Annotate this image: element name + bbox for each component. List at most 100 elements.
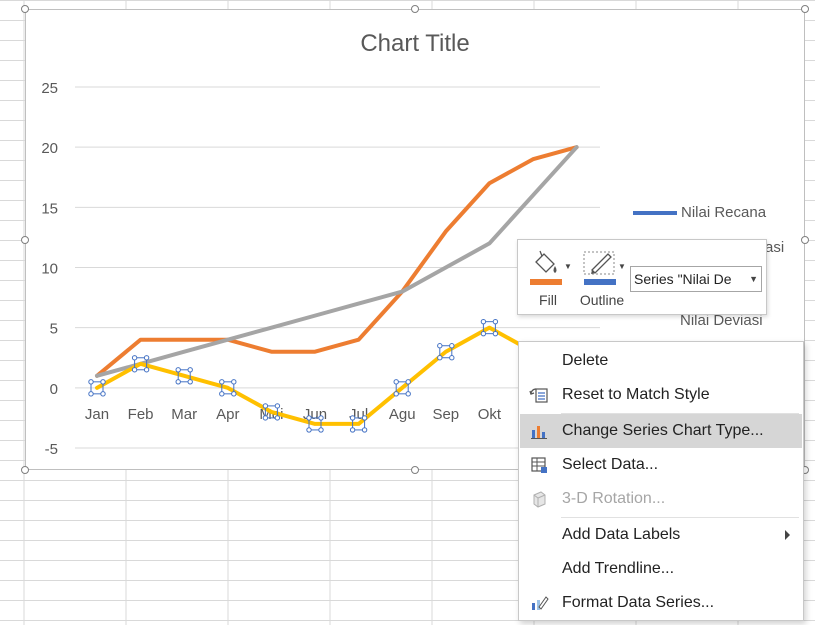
point-handle [187,379,193,385]
point-handle [480,330,487,337]
chart-title[interactable]: Chart Title [360,30,470,57]
y-tick-label: 20 [41,140,58,157]
point-handle [143,367,150,373]
point-handle [306,427,312,433]
chart-handle-top-right[interactable] [801,5,809,13]
legend-entry-partial[interactable]: asi [765,239,784,256]
legend-label: Nilai Deviasi [680,312,763,329]
menu-separator [561,413,799,414]
outline-button[interactable]: ▼ Outline [574,246,630,310]
point-handle [131,355,138,361]
outline-label: Outline [579,292,625,308]
point-handle [361,427,368,433]
point-handle [318,415,324,421]
outline-pen-icon [583,251,615,275]
series-line[interactable] [95,145,579,378]
data-point-marker[interactable] [482,321,496,335]
point-handle [449,343,455,349]
point-handle [231,391,237,397]
legend-entry-nilai-deviasi[interactable]: Nilai Deviasi [680,312,763,329]
point-handle [437,355,443,361]
fill-dropdown-arrow-icon[interactable]: ▼ [564,262,572,271]
point-handle [143,355,150,361]
data-point-marker[interactable] [352,417,366,431]
data-point-marker[interactable] [395,381,409,395]
legend-label: Nilai Recana [681,204,767,221]
point-handle [361,415,368,421]
chart-handle-top-left[interactable] [21,5,29,13]
x-tick-label: Mar [171,406,197,423]
rotation-3d-icon [533,491,546,508]
point-handle [274,403,281,409]
fill-color-swatch [530,279,562,285]
point-handle [306,415,312,421]
y-tick-label: 15 [41,200,58,217]
point-handle [405,391,411,397]
y-tick-label: 25 [41,80,58,97]
x-tick-label: Sep [432,406,459,423]
chart-handle-top-center[interactable] [411,5,419,13]
x-tick-label: Agu [389,406,416,423]
data-point-marker[interactable] [439,345,453,359]
menu-item-delete[interactable]: Delete [562,352,609,369]
outline-dropdown-arrow-icon[interactable]: ▼ [618,262,626,271]
y-tick-label: 5 [50,321,58,338]
point-handle [100,391,106,397]
point-handle [393,379,399,385]
point-handle [88,391,94,397]
legend-label: asi [765,239,785,256]
point-handle [262,403,269,409]
legend-swatch [633,211,677,216]
y-tick-label: 10 [41,261,58,278]
y-tick-label: -5 [45,441,58,458]
data-point-marker[interactable] [308,417,322,431]
point-handle [231,379,237,385]
context-menu: Delete Reset to Match Style Change Serie… [518,341,804,621]
point-handle [318,427,324,433]
mini-toolbar: ▼ Fill ▼ Outline Series "Nilai De ▼ [517,239,767,315]
y-tick-label: 0 [50,381,58,398]
data-point-marker[interactable] [90,381,104,395]
reset-style-icon [529,388,548,403]
data-point-marker[interactable] [221,381,235,395]
fill-button[interactable]: ▼ Fill [520,246,576,310]
series-selector[interactable]: Series "Nilai De ▼ [630,266,762,292]
menu-item-add-data-labels[interactable]: Add Data Labels [520,518,802,552]
menu-item-3d-rotation: 3-D Rotation... [520,482,802,516]
point-handle [480,318,487,325]
chart-handle-bottom-left[interactable] [21,466,29,474]
point-handle [405,379,411,385]
menu-item-select-data[interactable]: Select Data... [520,448,802,482]
series-line[interactable] [95,325,579,426]
chart-handle-middle-right[interactable] [801,236,809,244]
outline-color-swatch [584,279,616,285]
point-handle [175,367,181,373]
series-line[interactable] [95,145,579,378]
point-handle [349,415,356,421]
point-handle [492,318,499,325]
point-handle [262,415,269,421]
chart-handle-bottom-center[interactable] [411,466,419,474]
paint-bucket-icon [535,250,557,273]
point-handle [492,330,499,337]
menu-separator [561,517,799,518]
chart-handle-middle-left[interactable] [21,236,29,244]
series-selector-value: Series "Nilai De [634,271,732,287]
menu-item-format-data-series[interactable]: Format Data Series... [520,586,802,620]
menu-item-add-trendline[interactable]: Add Trendline... [562,560,675,577]
menu-item-reset-to-match-style[interactable]: Reset to Match Style [520,378,802,412]
data-point-marker[interactable] [264,405,278,419]
format-series-icon [532,596,549,610]
chevron-down-icon: ▼ [749,274,758,284]
point-handle [219,379,225,385]
point-handle [88,379,94,385]
legend-entry-nilai-recana[interactable]: Nilai Recana [633,204,766,221]
point-handle [219,391,225,397]
data-point-marker[interactable] [134,357,148,371]
point-handle [100,379,106,385]
data-point-marker[interactable] [177,369,191,383]
select-data-icon [531,457,547,473]
point-handle [175,379,181,385]
menu-item-change-series-chart-type[interactable]: Change Series Chart Type... [520,414,802,448]
point-handle [187,367,193,373]
